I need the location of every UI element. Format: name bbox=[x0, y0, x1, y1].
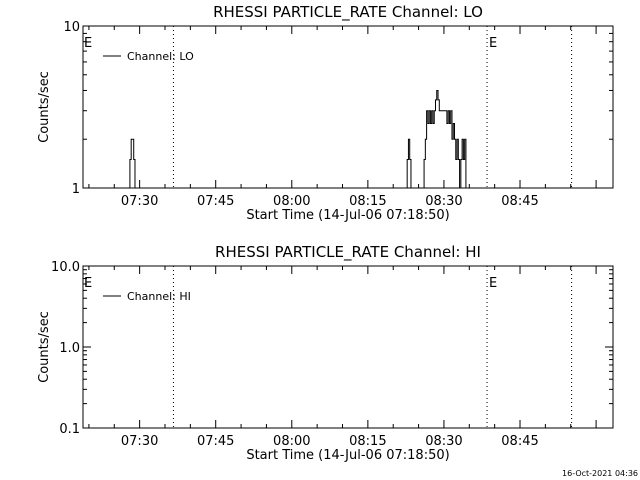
legend-label: Channel: HI bbox=[127, 290, 191, 303]
x-tick-label: 07:45 bbox=[197, 434, 234, 449]
legend-label: Channel: LO bbox=[127, 50, 194, 63]
x-axis-label: Start Time (14-Jul-06 07:18:50) bbox=[246, 448, 449, 463]
x-tick-label: 08:00 bbox=[273, 194, 310, 209]
event-label: E bbox=[489, 276, 497, 291]
panel-lo: RHESSI PARTICLE_RATE Channel: LO 07:30 07:… bbox=[37, 3, 614, 223]
x-tick-label: 07:45 bbox=[197, 194, 234, 209]
panel-hi: RHESSI PARTICLE_RATE Channel: HI 07:30 07:… bbox=[37, 243, 614, 463]
y-tick-label: 1 bbox=[72, 182, 80, 197]
x-tick-label: 08:30 bbox=[425, 194, 462, 209]
x-axis-label: Start Time (14-Jul-06 07:18:50) bbox=[246, 208, 449, 223]
y-tick-label: 1.0 bbox=[59, 341, 80, 356]
x-tick-label: 07:30 bbox=[121, 434, 158, 449]
left-event-marker: E bbox=[84, 36, 92, 51]
y-tick-label: 10 bbox=[63, 20, 80, 35]
y-tick-label: 0.1 bbox=[59, 422, 80, 437]
y-tick-label: 10.0 bbox=[51, 260, 80, 275]
x-tick-label: 08:45 bbox=[501, 434, 538, 449]
x-tick-label: 08:15 bbox=[349, 194, 386, 209]
left-event-marker: E bbox=[84, 276, 92, 291]
timestamp: 16-Oct-2021 04:36 bbox=[562, 469, 638, 478]
event-label: E bbox=[489, 36, 497, 51]
chart-title: RHESSI PARTICLE_RATE Channel: LO bbox=[213, 3, 483, 22]
y-axis-label: Counts/sec bbox=[37, 71, 52, 143]
x-tick-label: 08:30 bbox=[425, 434, 462, 449]
x-tick-label: 08:00 bbox=[273, 434, 310, 449]
series-line bbox=[128, 89, 469, 189]
y-axis-label: Counts/sec bbox=[37, 311, 52, 383]
x-tick-label: 08:45 bbox=[501, 194, 538, 209]
chart-title: RHESSI PARTICLE_RATE Channel: HI bbox=[215, 243, 481, 262]
x-tick-label: 07:30 bbox=[121, 194, 158, 209]
x-tick-label: 08:15 bbox=[349, 434, 386, 449]
